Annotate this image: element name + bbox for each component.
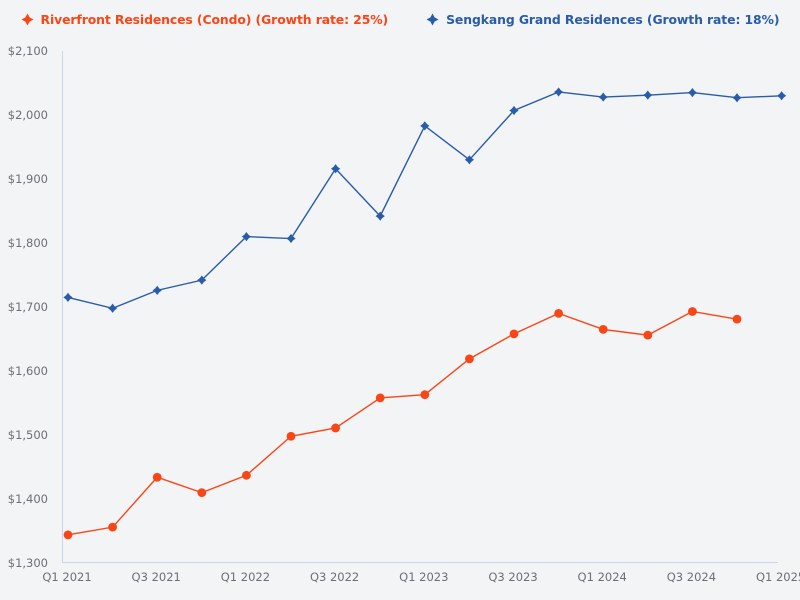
data-point-marker[interactable] [242,470,251,480]
y-axis-tick-label: $1,300 [7,556,48,570]
legend-label-riverfront: Riverfront Residences (Condo) (Growth ra… [40,11,389,27]
data-point-marker[interactable] [554,309,563,318]
x-axis-tick-label: Q1 2023 [399,570,449,584]
data-point-marker[interactable] [331,423,340,433]
data-point-marker[interactable] [286,233,296,244]
data-point-marker[interactable] [598,325,608,334]
data-point-marker[interactable] [197,488,207,497]
x-axis-tick-label: Q3 2023 [488,570,538,584]
data-point-marker[interactable] [63,530,73,540]
data-point-marker[interactable] [420,121,430,131]
legend-label-sengkang: Sengkang Grand Residences (Growth rate: … [446,11,780,27]
data-point-marker[interactable] [509,105,519,116]
data-point-marker[interactable] [687,88,697,98]
data-point-marker[interactable] [688,307,697,316]
series-line [67,91,782,310]
data-point-marker[interactable] [108,522,117,532]
x-axis-tick-label: Q3 2024 [666,570,717,584]
x-axis-tick-label: Q3 2021 [131,570,181,584]
data-point-marker[interactable] [643,330,653,340]
y-axis-tick-label: $1,700 [7,300,48,314]
data-point-marker[interactable] [554,87,564,97]
data-point-marker[interactable] [732,314,742,324]
data-point-marker[interactable] [63,292,73,302]
y-axis-tick-label: $1,500 [7,428,48,442]
data-point-marker[interactable] [375,393,385,403]
x-axis-tick-label: Q3 2022 [309,570,360,584]
y-axis-tick-label: $1,800 [7,236,48,250]
data-point-marker[interactable] [509,329,519,339]
data-point-marker[interactable] [241,232,251,242]
diamond-marker-icon [21,13,34,25]
y-axis-tick-label: $1,600 [7,364,48,378]
x-axis-tick-label: Q1 2022 [220,570,271,584]
y-axis-tick-label: $2,000 [7,108,48,122]
data-point-marker[interactable] [465,354,474,364]
data-point-marker[interactable] [464,155,474,165]
data-point-marker[interactable] [643,90,653,100]
y-axis-tick-label: $2,100 [7,44,48,58]
data-point-marker[interactable] [598,92,608,102]
data-point-marker[interactable] [197,275,207,285]
data-point-marker[interactable] [331,164,341,174]
data-point-marker[interactable] [375,211,385,221]
data-point-marker[interactable] [732,93,742,103]
data-point-marker[interactable] [286,431,296,441]
x-axis-tick-label: Q1 2021 [42,570,92,584]
data-point-marker[interactable] [152,472,162,482]
legend-entry-riverfront[interactable]: Riverfront Residences (Condo) (Growth ra… [21,11,389,27]
legend-entry-sengkang[interactable]: Sengkang Grand Residences (Growth rate: … [426,11,780,27]
chart-legend: Riverfront Residences (Condo) (Growth ra… [0,0,800,38]
x-axis-tick-label: Q1 2024 [577,570,627,584]
data-point-marker[interactable] [108,303,118,313]
data-point-marker[interactable] [152,285,162,295]
series-line [67,310,738,536]
series-riverfront [63,307,742,540]
x-axis-tick-label: Q1 2025 [755,570,800,584]
plot-area [62,51,787,563]
y-axis-tick-label: $1,900 [7,172,48,186]
diamond-marker-icon [426,13,439,25]
series-sengkang [63,87,787,313]
data-point-marker[interactable] [420,390,430,400]
y-axis-tick-label: $1,400 [7,492,48,506]
